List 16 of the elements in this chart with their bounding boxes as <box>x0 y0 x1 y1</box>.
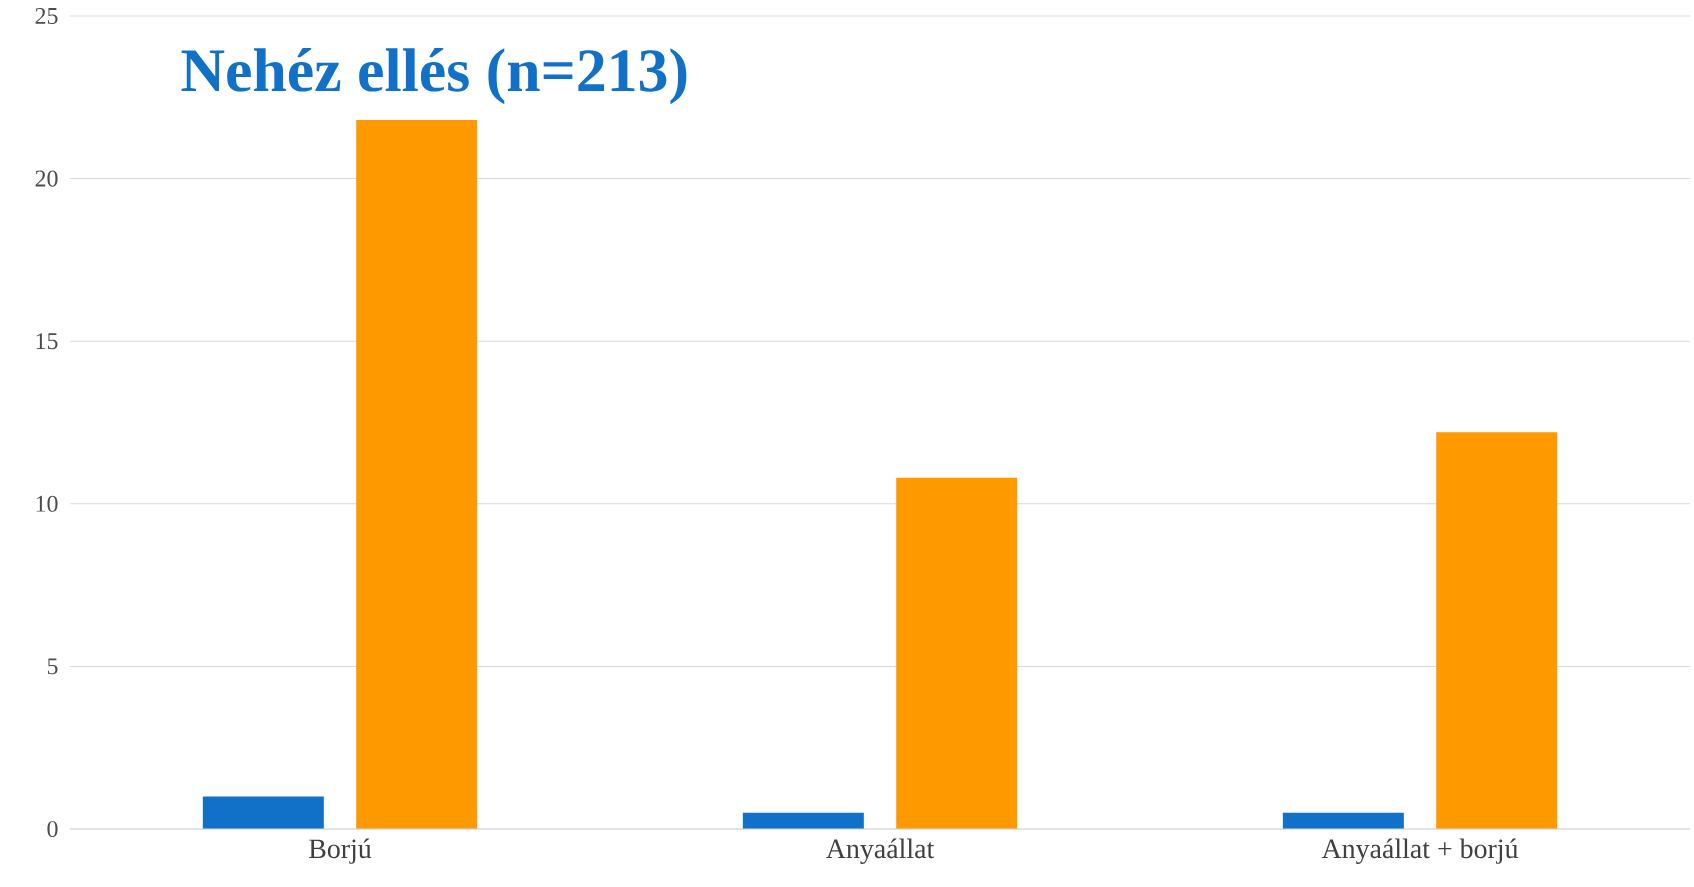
x-tick-label: Anyaállat + borjú <box>1321 838 1519 864</box>
bar <box>1436 432 1558 829</box>
y-tick-label: 5 <box>47 658 58 675</box>
chart-title: Nehéz ellés (n=213) <box>181 48 687 105</box>
bar <box>356 120 478 829</box>
bar <box>202 796 324 829</box>
y-tick-label: 0 <box>47 820 58 838</box>
y-tick-label: 20 <box>35 170 58 187</box>
y-tick-label: 25 <box>35 7 58 25</box>
bar <box>742 812 864 829</box>
bar <box>896 477 1018 829</box>
bar <box>1282 812 1404 829</box>
x-tick-label: Anyaállat <box>826 838 935 864</box>
y-tick-label: 10 <box>36 495 58 512</box>
x-tick-label: Borjú <box>309 838 372 864</box>
y-tick-label: 15 <box>36 333 58 350</box>
